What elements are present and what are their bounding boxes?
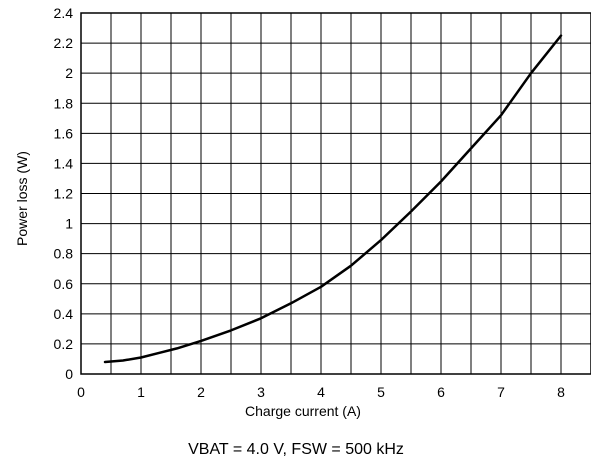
chart-caption: VBAT = 4.0 V, FSW = 500 kHz	[188, 441, 404, 458]
y-tick-label: 0.6	[54, 276, 74, 292]
y-tick-label: 1.2	[54, 186, 74, 202]
x-tick-label: 1	[137, 384, 145, 400]
y-tick-label: 0.8	[54, 246, 74, 262]
grid-lines	[81, 13, 591, 374]
y-tick-label: 2.4	[54, 5, 74, 21]
x-tick-label: 0	[77, 384, 85, 400]
x-tick-label: 6	[437, 384, 445, 400]
y-tick-label: 1.4	[54, 155, 74, 171]
y-tick-label: 0.2	[54, 336, 74, 352]
x-tick-label: 4	[317, 384, 325, 400]
series-line-0	[103, 34, 563, 364]
x-tick-label: 3	[257, 384, 265, 400]
x-tick-label: 7	[497, 384, 505, 400]
plot-frame	[80, 12, 591, 375]
y-tick-label: 1.8	[54, 95, 74, 111]
x-tick-labels: 0 1 2 3 4 5 6 7 8	[77, 384, 565, 400]
series-layer	[103, 34, 563, 364]
x-axis-title: Charge current (A)	[245, 403, 361, 419]
y-tick-labels: 0 0.2 0.4 0.6 0.8 1 1.2 1.4 1.6 1.8 2 2.2 2.4	[54, 5, 74, 382]
y-tick-label: 1.6	[54, 125, 74, 141]
y-tick-label: 0.4	[54, 306, 74, 322]
y-tick-label: 2	[65, 65, 73, 81]
x-tick-label: 5	[377, 384, 385, 400]
y-tick-label: 0	[65, 366, 73, 382]
y-axis-title: Power loss (W)	[14, 151, 30, 246]
y-tick-label: 2.2	[54, 35, 74, 51]
y-tick-label: 1	[65, 216, 73, 232]
x-tick-label: 8	[557, 384, 565, 400]
x-tick-label: 2	[197, 384, 205, 400]
